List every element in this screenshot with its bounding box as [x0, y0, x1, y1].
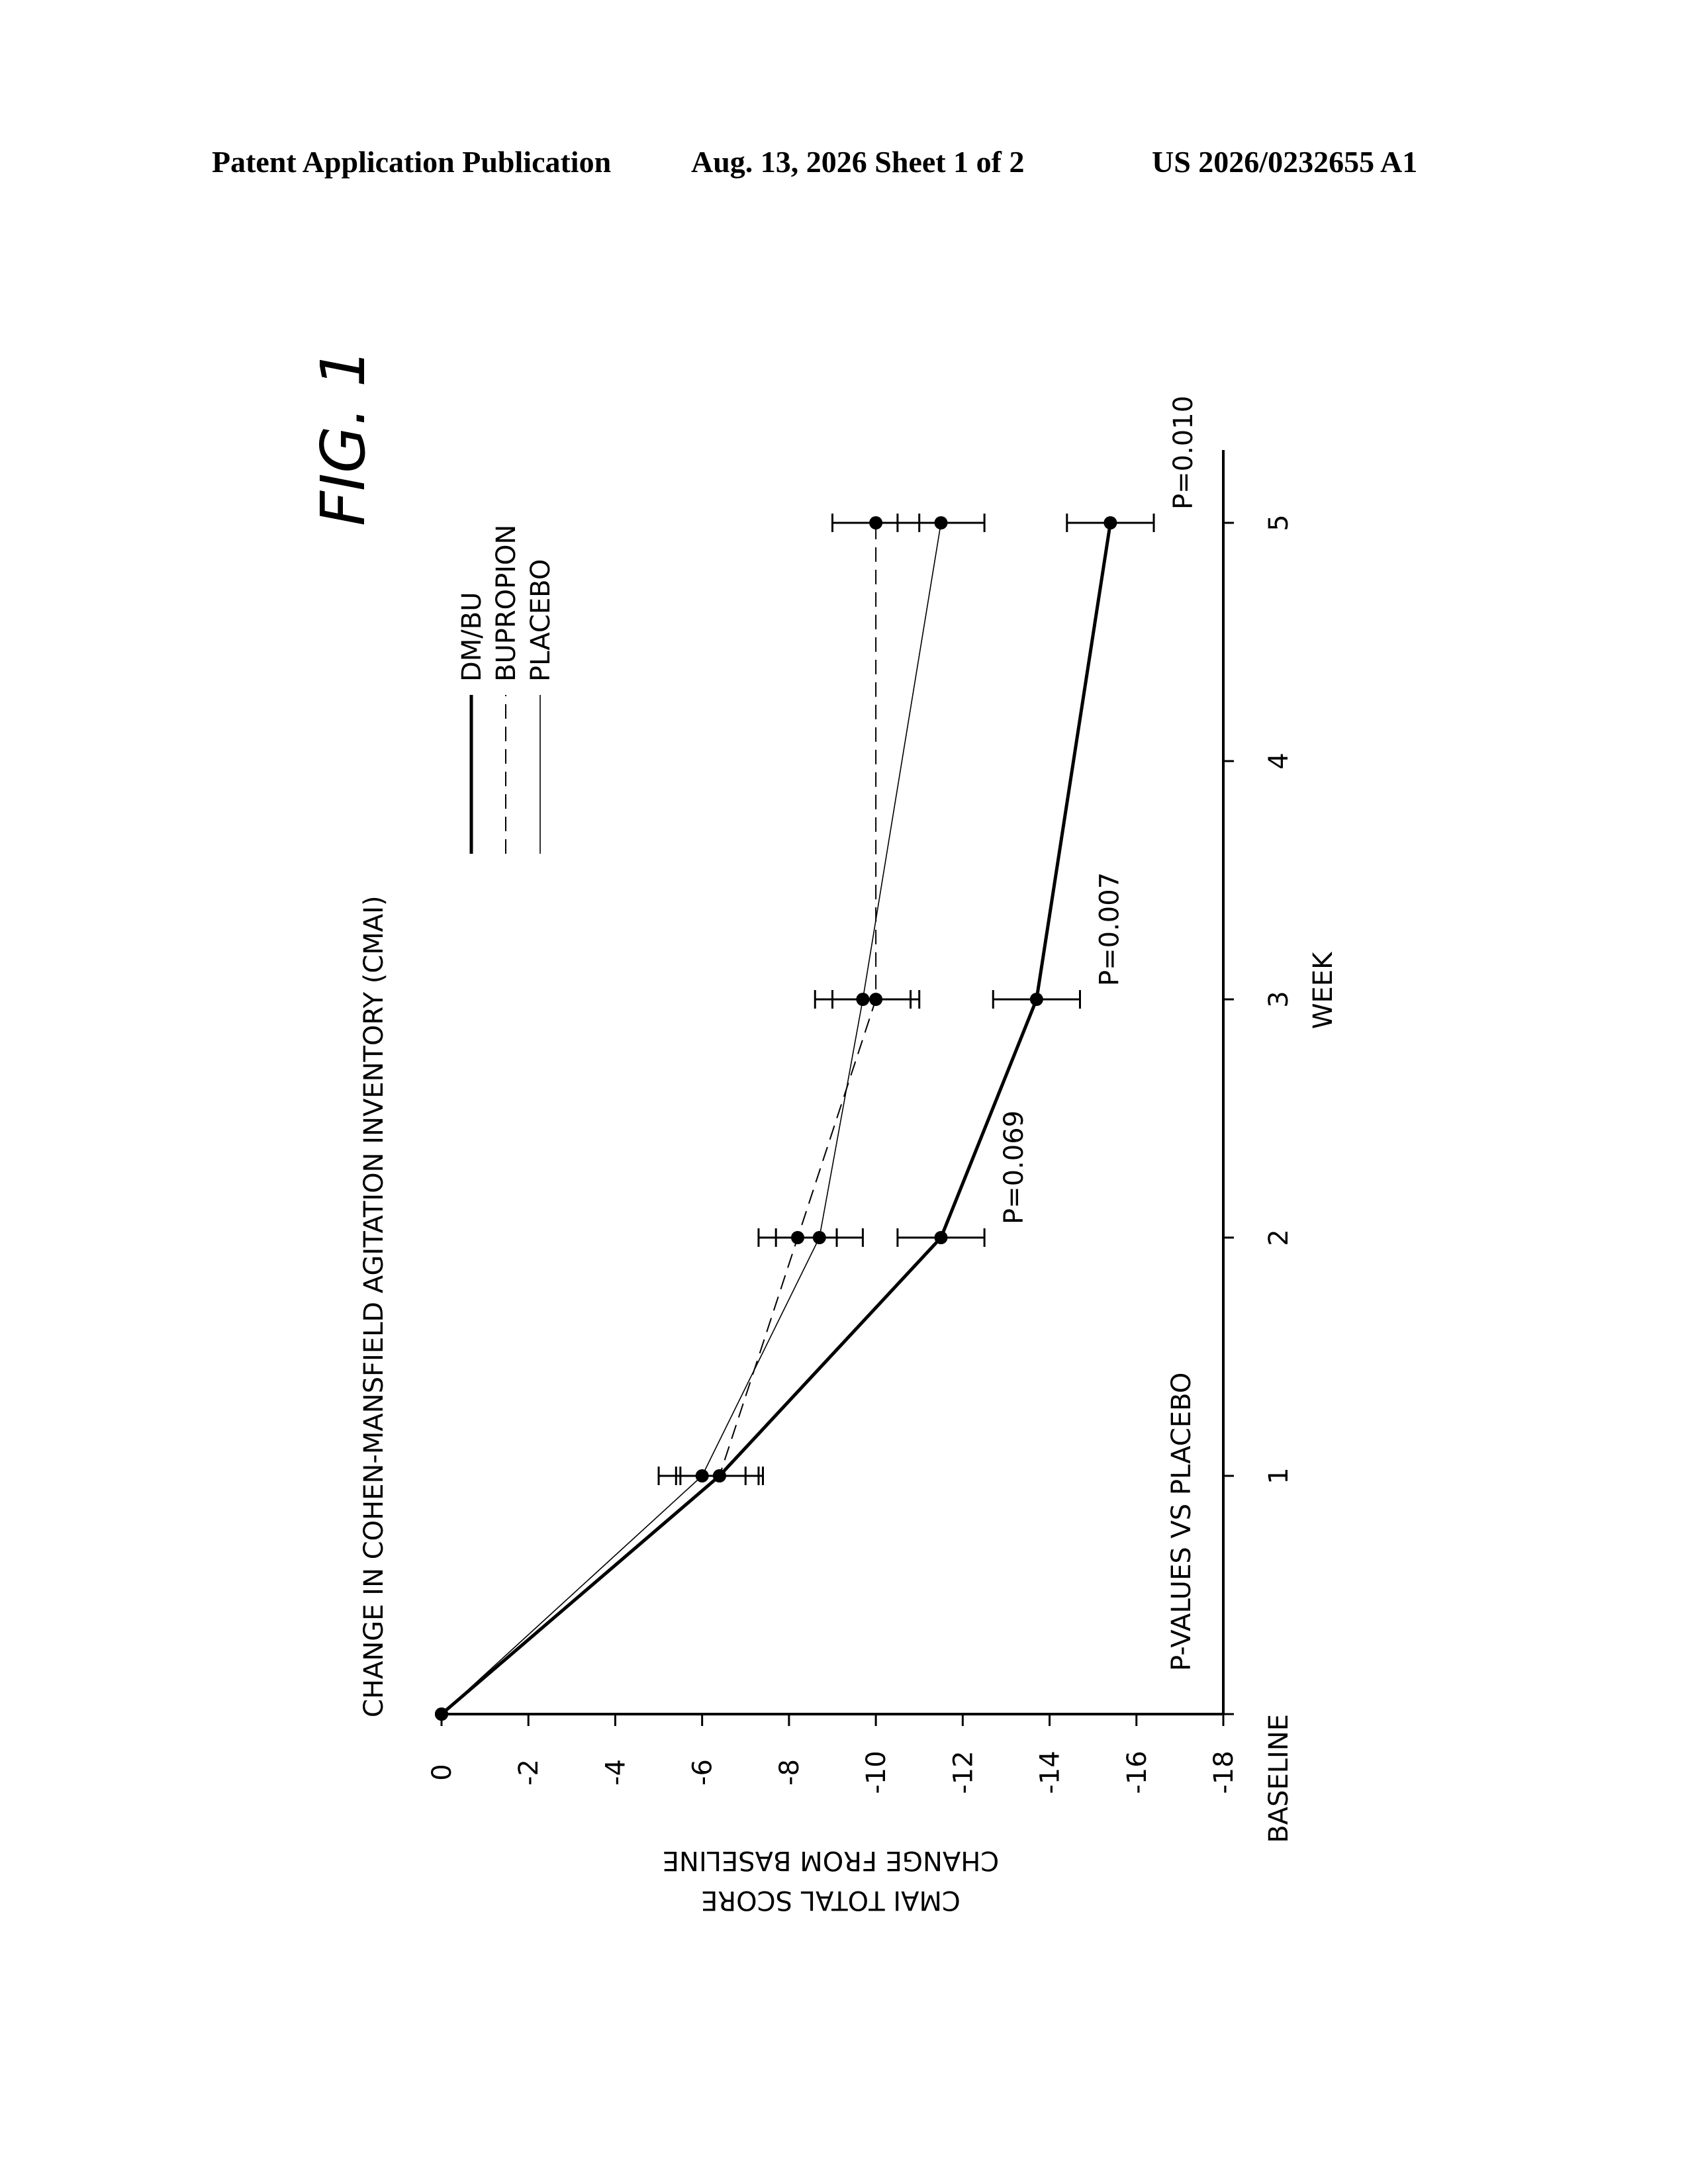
legend-label-dm-bu: DM/BU — [457, 592, 487, 682]
data-point-dm-bu — [935, 1231, 948, 1244]
y-tick-label: -12 — [948, 1751, 978, 1794]
data-point-dm-bu — [1103, 516, 1117, 529]
y-tick-label: -6 — [688, 1759, 718, 1786]
y-tick-label: -16 — [1122, 1751, 1152, 1794]
x-tick-label: 4 — [1264, 752, 1294, 769]
legend-label-bupropion: BUPROPION — [491, 525, 522, 682]
p-value-labels: P=0.069 P=0.007 P=0.010 — [999, 396, 1199, 1224]
series-line-bupropion — [442, 523, 876, 1714]
p-value-label: P=0.007 — [1094, 872, 1125, 986]
data-point-dm-bu — [1030, 993, 1043, 1006]
p-value-label: P=0.069 — [999, 1111, 1029, 1224]
y-tick-label: -4 — [600, 1759, 631, 1786]
y-axis-label-line1: CMAI TOTAL SCORE — [701, 1885, 961, 1915]
data-point-placebo — [696, 1469, 709, 1482]
series-line-placebo — [442, 523, 941, 1714]
chart-title: CHANGE IN COHEN-MANSFIELD AGITATION INVE… — [359, 895, 389, 1717]
data-point-bupropion — [869, 516, 882, 529]
chart-legend: DM/BUBUPROPIONPLACEBO — [457, 525, 556, 854]
x-tick-label: 2 — [1264, 1229, 1294, 1246]
y-tick-label: -2 — [514, 1759, 544, 1786]
x-tick-label: 5 — [1264, 514, 1294, 531]
y-tick-label: -18 — [1209, 1751, 1239, 1794]
y-tick-label: -14 — [1035, 1751, 1066, 1794]
y-tick-label: 0 — [427, 1764, 457, 1780]
x-tick-label: BASELINE — [1264, 1714, 1294, 1843]
p-values-annotation: P-VALUES VS PLACEBO — [1166, 1373, 1197, 1671]
y-tick-label: -10 — [861, 1751, 892, 1794]
chart-series — [435, 514, 1154, 1721]
line-chart: 0 -2 -4 -6 -8 -10 -12 -14 -16 -18 BASELINE 1 2 3 4 5 P=… — [308, 349, 1338, 1915]
y-tick-label: -8 — [774, 1759, 805, 1786]
data-point-placebo — [435, 1707, 448, 1721]
data-point-placebo — [813, 1231, 826, 1244]
figure-label: FIG. 1 — [308, 349, 379, 526]
p-value-label: P=0.010 — [1168, 396, 1199, 510]
data-point-placebo — [935, 516, 948, 529]
legend-label-placebo: PLACEBO — [526, 559, 556, 682]
data-point-placebo — [856, 993, 869, 1006]
x-tick-label: 3 — [1264, 991, 1294, 1007]
y-axis-label-line2: CHANGE FROM BASELINE — [663, 1845, 1000, 1876]
x-tick-label: 1 — [1264, 1467, 1294, 1484]
chart-axes: 0 -2 -4 -6 -8 -10 -12 -14 -16 -18 BASELINE 1 2 3 4 5 — [427, 450, 1294, 1843]
x-axis-label: WEEK — [1308, 951, 1338, 1029]
